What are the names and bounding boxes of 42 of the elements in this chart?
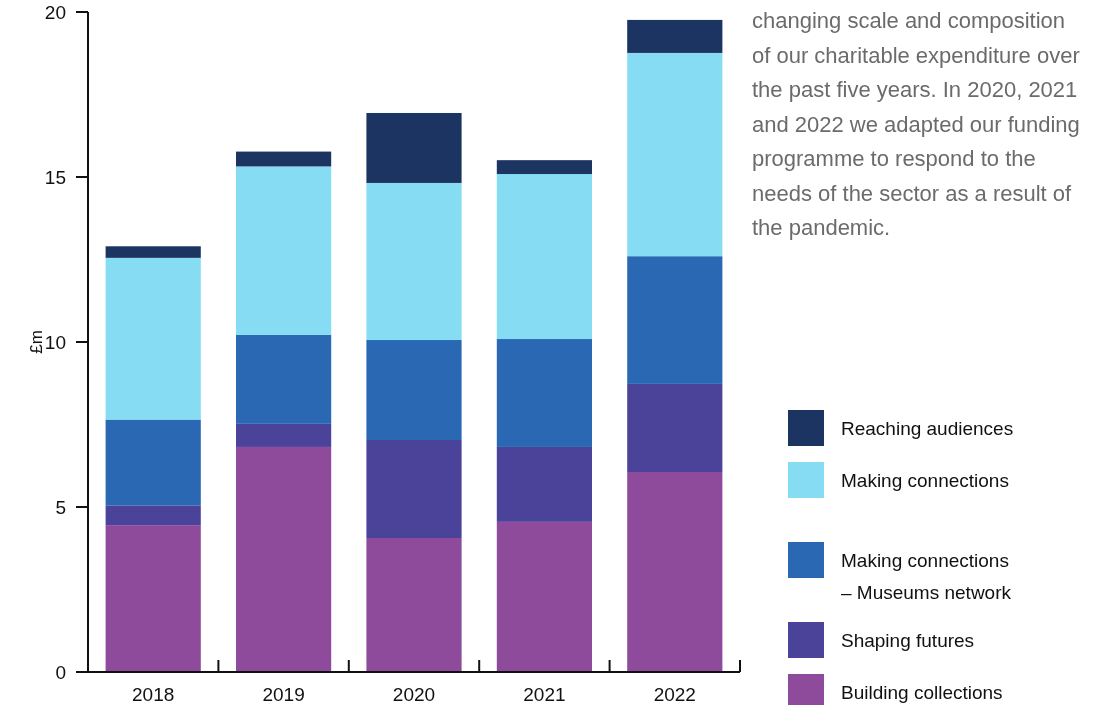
bar [236, 423, 332, 447]
legend-label: Making connections – Museums network [841, 550, 1012, 603]
legend-label: Reaching audiences [841, 418, 1014, 439]
x-tick-label: 2019 [262, 684, 305, 705]
bar [627, 19, 723, 53]
bar [627, 52, 723, 257]
bar [236, 334, 332, 424]
x-tick-label: 2018 [132, 684, 175, 705]
bar [105, 525, 201, 672]
bar [105, 505, 201, 526]
bar [627, 383, 723, 473]
bar [627, 256, 723, 384]
y-tick-label: 15 [44, 166, 66, 188]
bar [236, 151, 332, 167]
bar [366, 112, 462, 183]
bar [496, 339, 592, 447]
legend-label: Building collections [841, 682, 1003, 703]
y-tick-label: 5 [55, 496, 66, 518]
bar [366, 440, 462, 539]
bar [496, 174, 592, 340]
bar [366, 182, 462, 341]
legend-label: Making connections [841, 470, 1009, 491]
text: changing scale and composition of our charitable expenditure over the past five years. In 2020, 2021 and 2022 we adapted our funding programme to respond to the needs of the sector as a result of the pandemic. [752, 8, 1080, 240]
bar [496, 446, 592, 522]
legend-label: Shaping futures [841, 630, 975, 651]
y-tick-label: 0 [55, 661, 66, 683]
bar [105, 246, 201, 258]
bar [627, 472, 723, 672]
y-tick-label: 20 [44, 1, 66, 23]
x-tick-label: 2020 [392, 684, 436, 705]
bar [366, 538, 462, 672]
bar [496, 521, 592, 672]
bar [236, 166, 332, 335]
x-tick-label: 2022 [653, 684, 696, 705]
bar [366, 340, 462, 441]
y-axis-title: £m [27, 330, 46, 354]
x-tick-label: 2021 [523, 684, 566, 705]
bar [236, 446, 332, 672]
bar [105, 419, 201, 506]
y-tick-label: 10 [44, 331, 66, 353]
bar [496, 160, 592, 175]
bar [105, 257, 201, 420]
